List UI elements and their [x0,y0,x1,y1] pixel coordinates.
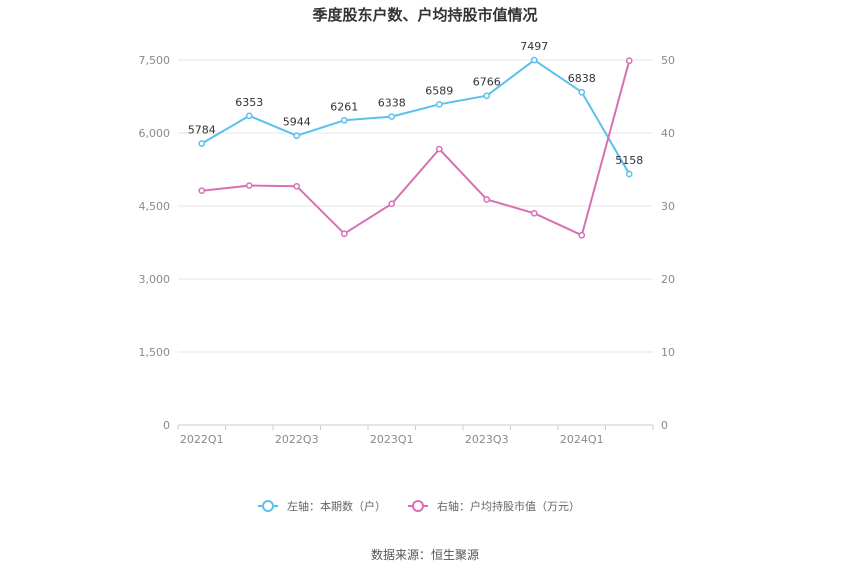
legend[interactable]: 左轴：本期数（户） 右轴：户均持股市值（万元） [258,499,580,513]
y-left-tick-label: 0 [163,419,170,432]
y-left-tick-label: 6,000 [139,127,171,140]
source-note: 数据来源：恒生聚源 [371,547,479,562]
y-right-tick-label: 40 [661,127,675,140]
data-point [483,196,491,203]
series-line-1 [201,59,631,175]
data-label: 6766 [473,76,501,89]
y-right-tick-label: 10 [661,346,675,359]
data-point [340,116,348,124]
data-label: 6589 [425,84,453,97]
y-left-tick-label: 7,500 [139,54,171,67]
data-point [388,113,396,120]
series-lines [201,59,631,237]
y-right-tick-label: 20 [661,273,675,286]
data-point [245,112,253,120]
data-label: 5944 [283,116,311,129]
data-labels: 5784 6353 5944 6261 6338 6589 6766 7497 6838 5158 [188,40,644,167]
data-label: 6353 [235,96,263,109]
y-left-tick-label: 1,500 [139,346,171,359]
legend-label: 右轴：户均持股市值（万元） [437,499,580,513]
y-left-tick-label: 3,000 [139,273,171,286]
x-tick-label: 2022Q3 [275,433,319,446]
data-point [530,56,538,64]
data-point [435,145,443,153]
data-point [340,230,348,238]
series-line-2 [201,60,631,237]
grid-lines [178,59,653,353]
data-label: 6261 [330,100,358,113]
data-point [245,182,253,189]
y-right-tick-label: 0 [661,419,668,432]
data-label: 6338 [378,97,406,110]
data-label: 5158 [615,154,643,167]
data-point [625,170,633,178]
axes: 0 0 1,500 10 3,000 20 4,500 30 6,000 40 7,500 50 202… [139,54,676,446]
series-points [198,56,633,239]
data-point [293,132,301,140]
data-point [483,92,491,100]
data-point [578,231,586,239]
chart-title: 季度股东户数、户均持股市值情况 [312,6,537,24]
legend-swatch-marker [412,500,424,512]
data-label: 5784 [188,124,216,137]
y-left-tick-label: 4,500 [139,200,171,213]
data-point [435,100,443,108]
y-right-tick-label: 50 [661,54,675,67]
data-point [578,88,586,96]
legend-item-2[interactable]: 右轴：户均持股市值（万元） [408,499,580,513]
legend-label: 左轴：本期数（户） [287,499,386,513]
data-label: 7497 [520,40,548,53]
data-point [293,182,301,190]
x-tick-label: 2023Q1 [370,433,414,446]
y-right-tick-label: 30 [661,200,675,213]
x-tick-label: 2022Q1 [180,433,224,446]
x-tick-label: 2023Q3 [465,433,509,446]
data-point [388,200,396,208]
data-point [198,187,206,195]
data-point [198,140,206,147]
legend-swatch-marker [262,500,274,512]
data-point [625,57,633,65]
legend-item-1[interactable]: 左轴：本期数（户） [258,499,386,513]
data-point [530,209,538,217]
x-tick-label: 2024Q1 [560,433,604,446]
data-label: 6838 [568,72,596,85]
